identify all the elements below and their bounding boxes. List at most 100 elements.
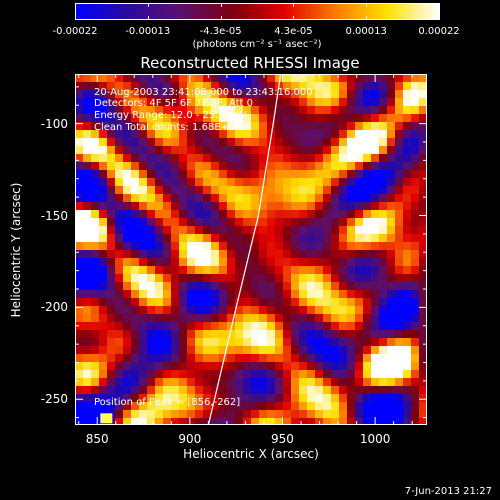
heatmap-cell bbox=[147, 258, 156, 267]
heatmap-cell bbox=[299, 130, 308, 139]
heatmap-cell bbox=[363, 154, 372, 163]
heatmap-cell bbox=[403, 338, 412, 347]
heatmap-cell bbox=[419, 82, 427, 91]
heatmap-cell bbox=[243, 378, 252, 387]
heatmap-cell bbox=[291, 114, 300, 123]
heatmap-cell bbox=[379, 178, 388, 187]
heatmap-cell bbox=[203, 338, 212, 347]
heatmap-cell bbox=[243, 282, 252, 291]
heatmap-cell bbox=[419, 226, 427, 235]
heatmap-cell bbox=[195, 138, 204, 147]
heatmap-cell bbox=[115, 322, 124, 331]
heatmap-cell bbox=[187, 266, 196, 275]
heatmap-cell bbox=[187, 82, 196, 91]
heatmap-cell bbox=[75, 242, 84, 251]
heatmap-cell bbox=[291, 410, 300, 419]
heatmap-cell bbox=[387, 378, 396, 387]
heatmap-cell bbox=[227, 234, 236, 243]
heatmap-cell bbox=[275, 162, 284, 171]
heatmap-cell bbox=[75, 194, 84, 203]
heatmap-cell bbox=[259, 306, 268, 315]
heatmap-cell bbox=[243, 106, 252, 115]
heatmap-cell bbox=[75, 186, 84, 195]
heatmap-cell bbox=[379, 122, 388, 131]
heatmap-cell bbox=[331, 290, 340, 299]
heatmap-cell bbox=[131, 250, 140, 259]
heatmap-cell bbox=[267, 170, 276, 179]
heatmap-cell bbox=[195, 170, 204, 179]
heatmap-cell bbox=[163, 226, 172, 235]
heatmap-cell bbox=[331, 82, 340, 91]
heatmap-cell bbox=[155, 122, 164, 131]
heatmap-cell bbox=[195, 306, 204, 315]
heatmap-cell bbox=[251, 282, 260, 291]
heatmap-cell bbox=[275, 306, 284, 315]
heatmap-cell bbox=[195, 258, 204, 267]
heatmap-cell bbox=[259, 402, 268, 411]
heatmap-cell bbox=[107, 322, 116, 331]
heatmap-cell bbox=[283, 306, 292, 315]
heatmap-cell bbox=[267, 194, 276, 203]
heatmap-cell bbox=[299, 162, 308, 171]
heatmap-cell bbox=[203, 370, 212, 379]
heatmap-cell bbox=[75, 202, 84, 211]
heatmap-cell bbox=[403, 186, 412, 195]
heatmap-cell bbox=[315, 154, 324, 163]
heatmap-cell bbox=[267, 402, 276, 411]
heatmap-cell bbox=[299, 354, 308, 363]
colorbar-tick-mark bbox=[147, 3, 149, 7]
heatmap-cell bbox=[251, 346, 260, 355]
heatmap-cell bbox=[107, 258, 116, 267]
heatmap-cell bbox=[267, 90, 276, 99]
heatmap-cell bbox=[123, 354, 132, 363]
heatmap-cell bbox=[387, 266, 396, 275]
heatmap-cell bbox=[339, 90, 348, 99]
heatmap-cell bbox=[123, 322, 132, 331]
heatmap-cell bbox=[251, 194, 260, 203]
heatmap-cell bbox=[347, 218, 356, 227]
heatmap-cell bbox=[195, 106, 204, 115]
heatmap-cell bbox=[139, 218, 148, 227]
heatmap-cell bbox=[147, 290, 156, 299]
heatmap-cell bbox=[251, 394, 260, 403]
heatmap-cell bbox=[363, 186, 372, 195]
heatmap-cell bbox=[163, 194, 172, 203]
heatmap-cell bbox=[315, 122, 324, 131]
heatmap-cell bbox=[147, 138, 156, 147]
heatmap-cell bbox=[387, 146, 396, 155]
heatmap-cell bbox=[187, 386, 196, 395]
heatmap-cell bbox=[259, 394, 268, 403]
colorbar-tick-mark bbox=[220, 16, 222, 20]
heatmap-cell bbox=[123, 250, 132, 259]
heatmap-cell bbox=[267, 410, 276, 419]
heatmap-cell bbox=[123, 234, 132, 243]
peak-marker bbox=[100, 413, 113, 424]
heatmap-cell bbox=[267, 186, 276, 195]
heatmap-cell bbox=[147, 114, 156, 123]
heatmap-cell bbox=[227, 298, 236, 307]
heatmap-cell bbox=[243, 194, 252, 203]
heatmap-cell bbox=[411, 74, 420, 83]
heatmap-cell bbox=[219, 226, 228, 235]
chart-title: Reconstructed RHESSI Image bbox=[140, 54, 360, 72]
heatmap-cell bbox=[251, 162, 260, 171]
heatmap-cell bbox=[131, 394, 140, 403]
heatmap-cell bbox=[179, 258, 188, 267]
heatmap-cell bbox=[275, 226, 284, 235]
heatmap-cell bbox=[403, 402, 412, 411]
heatmap-cell bbox=[419, 282, 427, 291]
heatmap-cell bbox=[259, 130, 268, 139]
heatmap-cell bbox=[195, 130, 204, 139]
heatmap-cell bbox=[379, 266, 388, 275]
heatmap-cell bbox=[83, 98, 92, 107]
heatmap-cell bbox=[387, 98, 396, 107]
heatmap-cell bbox=[211, 138, 220, 147]
heatmap-cell bbox=[211, 234, 220, 243]
heatmap-cell bbox=[347, 234, 356, 243]
heatmap-cell bbox=[227, 410, 236, 419]
heatmap-cell bbox=[187, 106, 196, 115]
heatmap-cell bbox=[91, 298, 100, 307]
heatmap-cell bbox=[315, 258, 324, 267]
heatmap-cell bbox=[99, 98, 108, 107]
heatmap-cell bbox=[163, 130, 172, 139]
